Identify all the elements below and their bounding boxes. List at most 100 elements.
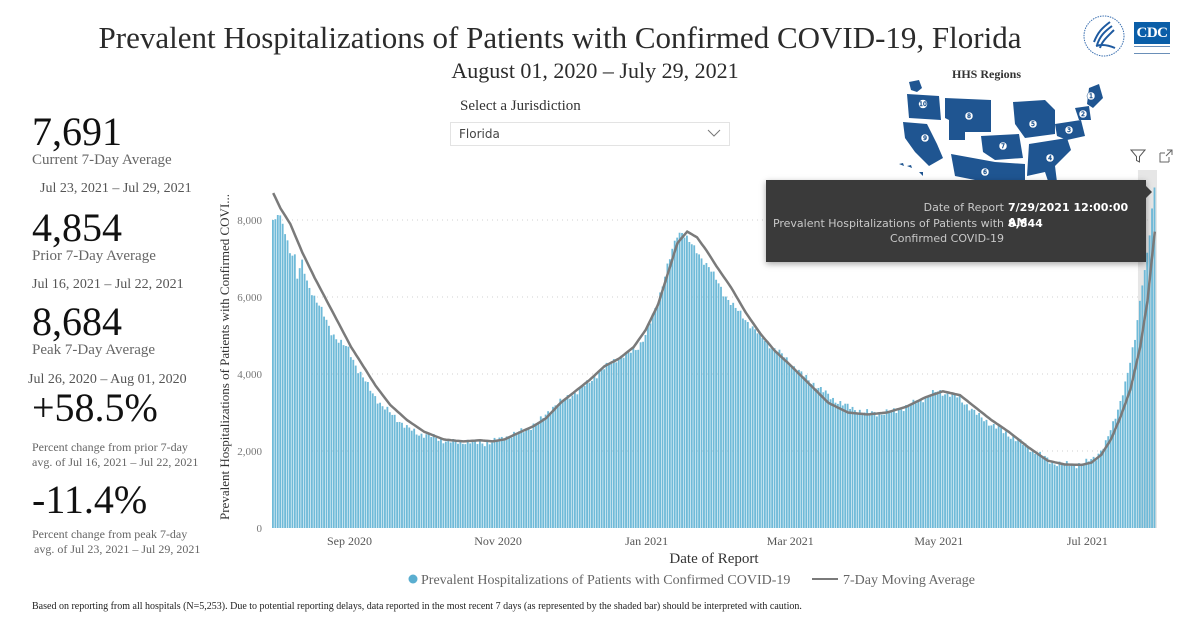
bar[interactable] — [805, 374, 808, 528]
bar[interactable] — [997, 426, 1000, 528]
bar[interactable] — [880, 414, 883, 528]
bar[interactable] — [1141, 285, 1144, 528]
bar[interactable] — [625, 352, 627, 528]
bar[interactable] — [1058, 461, 1061, 528]
bar[interactable] — [508, 437, 511, 528]
bar[interactable] — [634, 350, 637, 528]
bar[interactable] — [892, 408, 895, 528]
bar[interactable] — [1109, 430, 1112, 528]
bar[interactable] — [812, 382, 815, 528]
bar[interactable] — [301, 259, 304, 528]
bar[interactable] — [435, 437, 437, 528]
bar[interactable] — [695, 253, 698, 528]
bar[interactable] — [393, 414, 396, 528]
bar[interactable] — [1046, 457, 1049, 528]
bar[interactable] — [819, 387, 822, 528]
bar[interactable] — [1029, 451, 1032, 528]
bar[interactable] — [422, 437, 425, 528]
bar[interactable] — [1022, 444, 1024, 528]
bar[interactable] — [836, 403, 839, 528]
bar[interactable] — [1114, 418, 1117, 528]
bar[interactable] — [822, 392, 825, 528]
bar[interactable] — [449, 442, 452, 528]
bar[interactable] — [376, 403, 379, 528]
bar[interactable] — [401, 422, 403, 528]
bar[interactable] — [759, 331, 761, 528]
bar[interactable] — [678, 232, 681, 529]
bar[interactable] — [576, 394, 579, 528]
bar[interactable] — [1068, 466, 1071, 528]
bar[interactable] — [651, 313, 654, 528]
bar[interactable] — [586, 380, 588, 528]
bar[interactable] — [922, 402, 925, 528]
bar[interactable] — [985, 419, 988, 528]
bar[interactable] — [427, 433, 430, 528]
bar[interactable] — [1090, 459, 1093, 528]
bar[interactable] — [817, 387, 820, 528]
bar[interactable] — [403, 427, 406, 528]
bar[interactable] — [795, 371, 798, 528]
bar[interactable] — [844, 403, 847, 528]
bar[interactable] — [778, 349, 781, 528]
bar[interactable] — [581, 386, 584, 528]
bar[interactable] — [727, 299, 730, 528]
bar[interactable] — [1138, 300, 1141, 528]
bar[interactable] — [751, 326, 754, 528]
bar[interactable] — [987, 425, 990, 528]
bar[interactable] — [910, 404, 912, 528]
bar[interactable] — [461, 443, 464, 528]
focus-mode-icon[interactable] — [1158, 148, 1174, 164]
bar[interactable] — [1087, 461, 1090, 528]
bar[interactable] — [647, 326, 649, 528]
bar[interactable] — [800, 371, 803, 528]
bar[interactable] — [296, 278, 299, 528]
bar[interactable] — [766, 341, 769, 528]
bar[interactable] — [569, 398, 571, 528]
bar[interactable] — [734, 307, 737, 528]
bar[interactable] — [573, 392, 576, 528]
bar[interactable] — [956, 397, 959, 528]
bar[interactable] — [841, 405, 844, 528]
bar[interactable] — [924, 396, 927, 528]
bar[interactable] — [629, 352, 632, 528]
bar[interactable] — [535, 423, 537, 528]
bar[interactable] — [525, 428, 528, 528]
bar[interactable] — [1102, 448, 1105, 528]
bar[interactable] — [807, 380, 810, 528]
bar[interactable] — [328, 325, 330, 528]
bar[interactable] — [1124, 381, 1127, 528]
bar[interactable] — [554, 405, 557, 528]
bar[interactable] — [676, 237, 679, 528]
bar[interactable] — [612, 359, 615, 528]
bar[interactable] — [936, 391, 939, 528]
bar[interactable] — [410, 430, 413, 528]
filter-icon[interactable] — [1130, 148, 1146, 164]
bar[interactable] — [939, 390, 942, 528]
bar[interactable] — [1000, 428, 1002, 528]
bar[interactable] — [780, 353, 783, 528]
bar[interactable] — [1063, 463, 1066, 528]
bar[interactable] — [272, 220, 274, 528]
bar[interactable] — [281, 223, 284, 528]
bar[interactable] — [756, 333, 759, 528]
bar[interactable] — [303, 273, 306, 528]
bar[interactable] — [588, 382, 591, 528]
bar[interactable] — [761, 337, 764, 528]
bar[interactable] — [335, 339, 338, 528]
bar[interactable] — [352, 359, 355, 528]
bar[interactable] — [902, 411, 905, 528]
bar[interactable] — [527, 428, 530, 528]
bar[interactable] — [408, 427, 411, 528]
bar[interactable] — [459, 440, 462, 528]
bar[interactable] — [990, 425, 993, 528]
bar[interactable] — [374, 396, 377, 528]
bar[interactable] — [457, 443, 459, 528]
bar[interactable] — [961, 402, 964, 528]
bar[interactable] — [737, 310, 739, 528]
bar[interactable] — [413, 428, 416, 528]
bar[interactable] — [284, 234, 287, 529]
bar[interactable] — [452, 439, 455, 528]
bar[interactable] — [1012, 436, 1015, 528]
bar[interactable] — [854, 410, 856, 528]
bar[interactable] — [591, 380, 593, 528]
